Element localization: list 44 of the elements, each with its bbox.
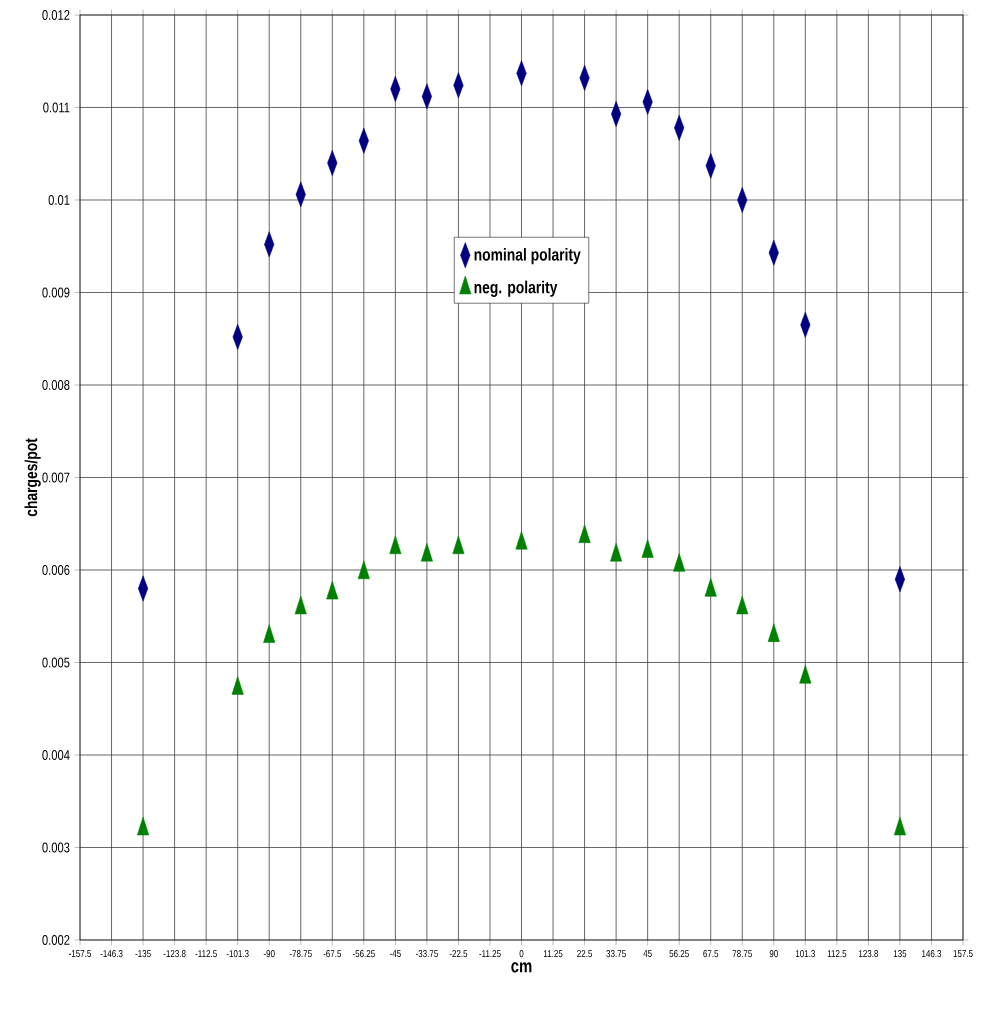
y-tick-label: 0.003 [42,842,70,853]
x-tick-label: -67.5 [323,950,342,958]
x-tick-label: -112.5 [195,950,217,958]
y-axis-title: charges/pot [24,438,41,517]
y-tick-label: 0.006 [42,565,70,575]
y-tick-label: 0.002 [42,935,70,945]
x-tick-label: -101.3 [226,950,249,958]
x-tick-label: -11.25 [479,950,501,958]
x-tick-label: 11.25 [543,950,563,958]
x-tick-label: 157.5 [953,950,973,958]
legend-label: nominal polarity [474,247,581,265]
x-tick-label: -78.75 [289,950,312,958]
x-tick-label: -90 [263,950,275,958]
x-tick-label: -45 [389,950,401,958]
x-tick-label: 56.25 [669,950,689,958]
x-tick-label: -157.5 [69,950,92,958]
x-axis-title: cm [511,962,532,973]
y-tick-label: 0.004 [42,750,70,760]
y-tick-label: 0.005 [42,657,70,668]
x-tick-label: 67.5 [703,950,719,958]
x-tick-label: 101.3 [795,950,815,958]
x-tick-label: -146.3 [100,950,123,958]
y-tick-label: 0.01 [48,195,70,205]
x-tick-label: -135 [135,950,151,958]
x-tick-label: 33.75 [606,950,626,958]
x-tick-label: -33.75 [415,950,438,958]
x-tick-label: -56.25 [352,950,375,958]
y-tick-label: 0.009 [42,287,70,298]
x-tick-label: 112.5 [827,950,847,958]
x-tick-label: -22.5 [449,950,468,958]
y-tick-label: 0.008 [42,380,70,390]
x-tick-label: 0 [519,950,524,958]
y-tick-label: 0.007 [42,472,70,483]
x-tick-label: 146.3 [922,950,942,958]
x-tick-label: 45 [643,950,652,958]
x-tick-label: -123.8 [163,950,186,958]
x-tick-label: 90 [769,950,778,958]
y-tick-label: 0.012 [42,10,70,20]
y-tick-label: 0.011 [43,102,70,113]
x-tick-label: 22.5 [577,950,593,958]
x-tick-label: 123.8 [858,950,879,958]
x-tick-label: 135 [893,950,907,958]
x-tick-label: 78.75 [732,950,752,958]
legend-label: neg. polarity [474,280,558,297]
